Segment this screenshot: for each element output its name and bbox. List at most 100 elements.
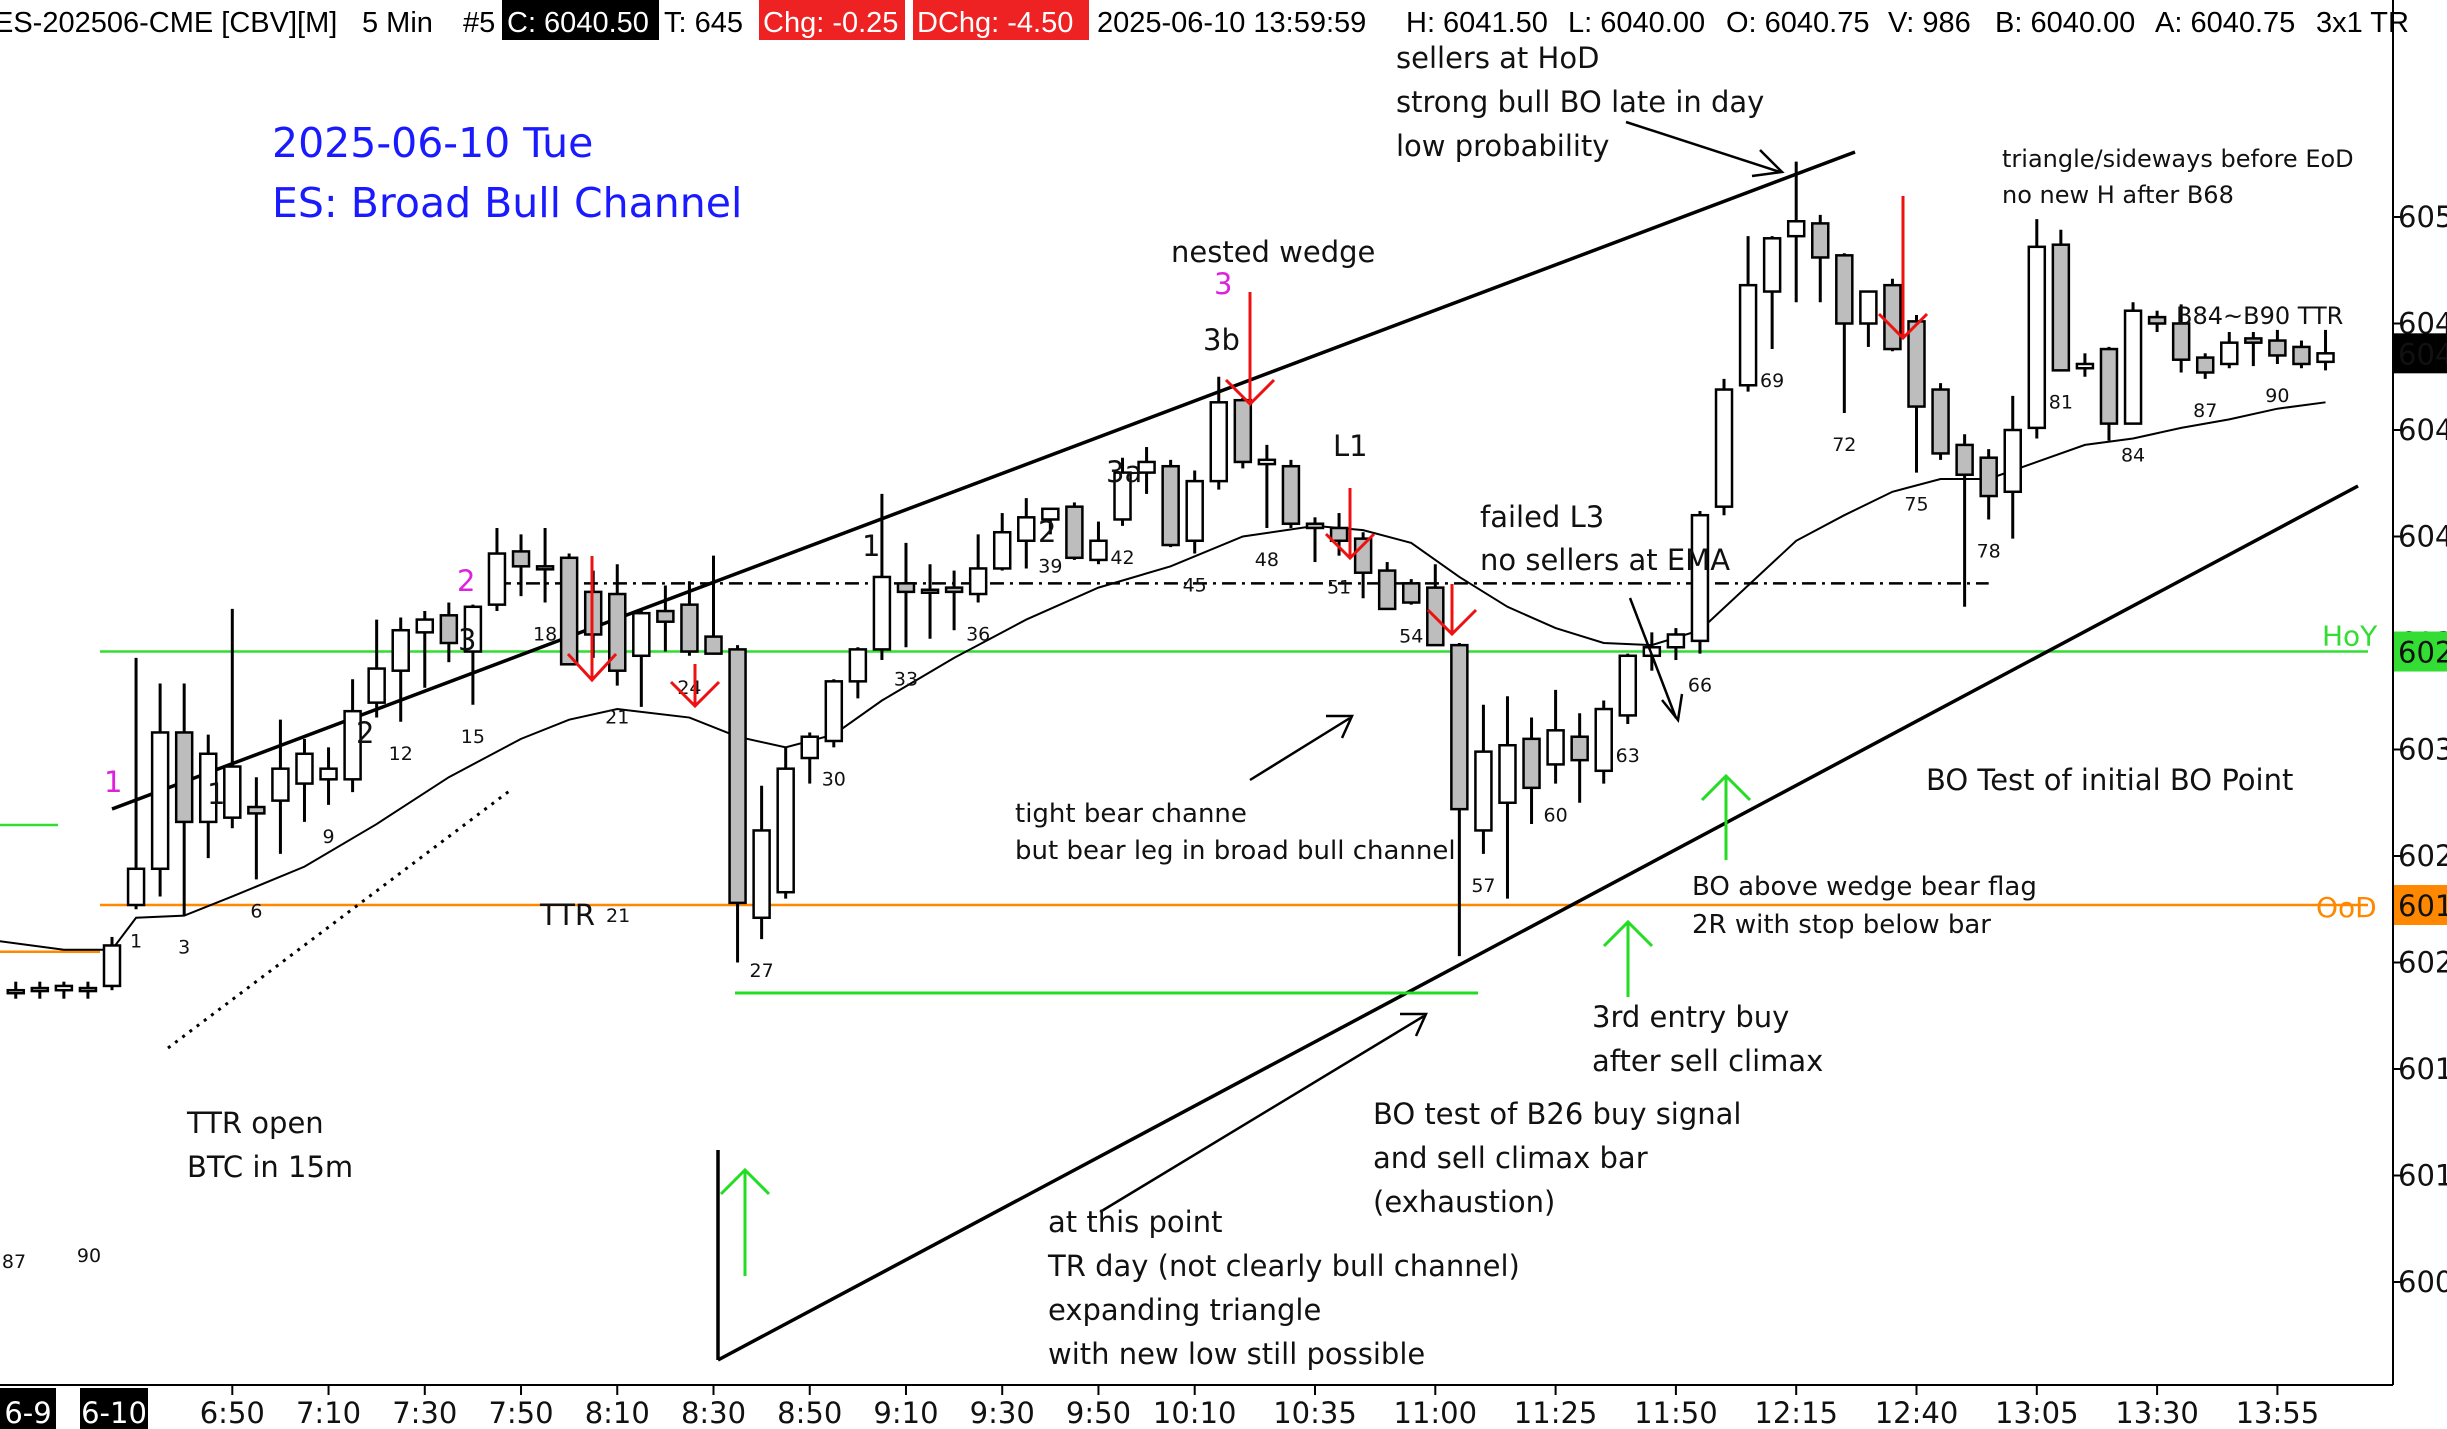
candle-body	[1377, 569, 1397, 611]
candle-body	[1786, 220, 1806, 238]
candle-body	[1474, 750, 1493, 832]
x-tick-label: 7:50	[488, 1396, 553, 1429]
x-tick-label: 11:25	[1514, 1396, 1598, 1429]
candle	[992, 513, 1012, 571]
candle-body	[1690, 513, 1710, 643]
chart-date-title: 2025-06-10 Tue	[272, 119, 593, 167]
x-tick-label: 10:10	[1153, 1396, 1237, 1429]
candle	[2171, 304, 2191, 373]
bid-value: B: 6040.00	[1995, 7, 2135, 39]
upper-channel-line	[111, 150, 1856, 811]
candle	[656, 585, 675, 652]
annotation-text: low probability	[1396, 129, 1609, 163]
symbol-label: ES-202506-CME [CBV][M]	[0, 7, 337, 39]
candle	[487, 527, 507, 612]
candle-body	[1594, 707, 1613, 773]
candle-body	[2075, 362, 2095, 370]
candle-body	[1714, 388, 1734, 508]
candle-body	[1859, 290, 1878, 325]
annotation-text: BO test of B26 buy signal	[1373, 1097, 1741, 1131]
change-value: Chg: -0.25	[763, 7, 898, 39]
date-tick-badge	[80, 1388, 148, 1429]
y-tick-label: 602	[2398, 839, 2447, 873]
bar-number: 60	[1544, 805, 1568, 827]
candle-body	[1666, 633, 1686, 649]
ema-polyline	[0, 401, 2326, 951]
x-tick-label: 8:30	[681, 1396, 746, 1429]
bar-number: 87	[2193, 400, 2217, 422]
candle-body	[1835, 254, 1854, 325]
candle	[1401, 579, 1421, 605]
bar-number: 12	[389, 743, 413, 765]
candle	[1474, 704, 1493, 854]
candle-body	[1762, 237, 1782, 293]
candle	[1618, 653, 1638, 724]
candle	[1786, 161, 1806, 303]
candle	[2244, 332, 2263, 367]
annotation-text: triangle/sideways before EoD	[2002, 145, 2354, 173]
candle-body	[295, 752, 314, 785]
count-label: 3b	[1203, 323, 1240, 357]
annotation-text: and sell climax bar	[1373, 1141, 1648, 1175]
pointer-line	[1628, 597, 1678, 719]
bar-number: 33	[894, 668, 918, 690]
count-label: 3a	[1106, 455, 1142, 489]
change-badge	[759, 0, 905, 40]
count-label: 3	[458, 623, 476, 657]
candle	[848, 647, 868, 699]
candle-body	[1185, 479, 1204, 543]
volume-value: V: 986	[1888, 7, 1971, 39]
candle-body	[896, 582, 916, 594]
candle-body	[463, 605, 483, 653]
candle-body	[1401, 582, 1421, 604]
prior-day-candle	[78, 981, 98, 999]
candle-body	[535, 565, 555, 571]
annotation-text: tight bear channe	[1015, 799, 1247, 829]
annotation-text: strong bull BO late in day	[1396, 85, 1764, 119]
candle	[2075, 353, 2095, 377]
y-tick-label: 603	[2398, 733, 2447, 767]
bar-number: 90	[77, 1245, 101, 1267]
candle-body	[608, 592, 627, 672]
candle	[1113, 457, 1132, 526]
count-label: 2	[457, 564, 475, 598]
annotation-text: failed L3	[1480, 500, 1604, 534]
x-tick-label: 6:50	[200, 1396, 265, 1429]
candle-body	[198, 752, 218, 824]
close-badge	[502, 0, 659, 40]
annotation-text: but bear leg in broad bull channel	[1015, 836, 1456, 866]
candle	[126, 657, 146, 910]
candle-body	[1065, 505, 1084, 560]
annotation-text: 3rd entry buy	[1592, 1000, 1789, 1034]
candle	[608, 564, 627, 686]
bar-number: 48	[1255, 549, 1279, 571]
candle	[1089, 521, 1108, 565]
candle	[174, 683, 194, 916]
bar-number: 3	[178, 937, 190, 959]
candle	[1955, 434, 1974, 607]
candle	[2147, 310, 2167, 333]
candle	[1762, 236, 1782, 350]
bar-number: 42	[1110, 547, 1134, 569]
annotation-text: after sell climax	[1592, 1044, 1823, 1078]
candle-body	[2268, 339, 2287, 357]
candle-body	[2027, 245, 2047, 430]
candle-body	[223, 765, 242, 819]
candle-body	[944, 586, 964, 594]
price-levels: HoY OoD	[0, 582, 2378, 953]
candle	[752, 785, 771, 940]
x-tick-label: 11:00	[1394, 1396, 1478, 1429]
candle	[1546, 689, 1565, 784]
chart-title: ES: Broad Bull Channel	[272, 179, 742, 227]
header-bar: ES-202506-CME [CBV][M] 5 Min #5 C: 6040.…	[0, 0, 2409, 40]
candle	[1450, 643, 1469, 957]
hoy-price-tag-text: 602	[2398, 636, 2447, 670]
candle-body	[1017, 516, 1036, 543]
pointer-arrowhead	[1400, 1012, 1428, 1037]
lower-channel-line	[717, 484, 2359, 1362]
bar-number: 81	[2049, 391, 2073, 413]
candle-body	[632, 611, 651, 658]
candle	[1065, 502, 1084, 560]
candle	[1353, 532, 1373, 599]
